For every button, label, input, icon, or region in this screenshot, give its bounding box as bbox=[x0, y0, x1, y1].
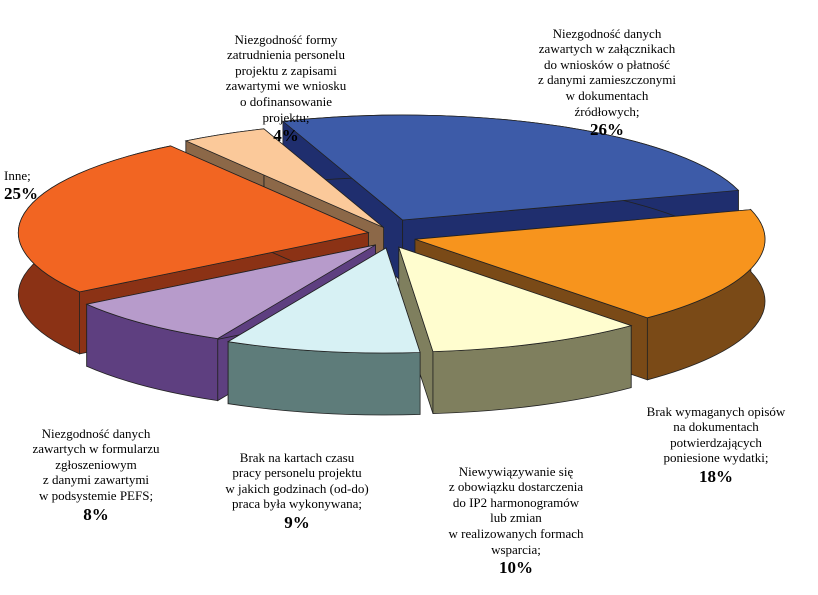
pie-slice-top bbox=[414, 209, 766, 319]
pie-slice-top bbox=[85, 244, 376, 340]
slice-label-text: Brak wymaganych opisów na dokumentach po… bbox=[646, 403, 786, 466]
slice-label: Niezgodność danych zawartych w formularz… bbox=[8, 410, 184, 541]
pie-slice-top bbox=[17, 145, 370, 293]
slice-value-label: 9% bbox=[284, 512, 310, 532]
slice-label-text: Niezgodność formy zatrudnienia personelu… bbox=[225, 31, 347, 125]
pie-slice-top bbox=[184, 128, 384, 228]
slice-value-label: 4% bbox=[273, 126, 299, 146]
slice-label: Brak wymaganych opisów na dokumentach po… bbox=[618, 388, 814, 504]
pie-chart bbox=[17, 114, 766, 416]
slice-label: Niewywiązywanie się z obowiązku dostarcz… bbox=[418, 448, 614, 595]
slice-label: Inne; 25% bbox=[4, 152, 48, 221]
pie-slice-top bbox=[398, 246, 633, 353]
slice-value-label: 25% bbox=[4, 184, 38, 204]
slice-value-label: 10% bbox=[499, 558, 533, 578]
slice-value-label: 8% bbox=[83, 504, 109, 524]
slice-label-text: Niezgodność danych zawartych w załącznik… bbox=[538, 25, 676, 119]
slice-label-text: Inne; bbox=[4, 167, 31, 183]
pie-slice-top bbox=[226, 247, 421, 354]
slice-value-label: 18% bbox=[699, 466, 733, 486]
slice-label-text: Brak na kartach czasu pracy personelu pr… bbox=[225, 449, 369, 512]
slice-label: Niezgodność danych zawartych w załącznik… bbox=[512, 10, 702, 157]
slice-label-text: Niezgodność danych zawartych w formularz… bbox=[32, 425, 160, 503]
slice-label: Brak na kartach czasu pracy personelu pr… bbox=[200, 434, 394, 550]
slice-value-label: 26% bbox=[590, 120, 624, 140]
pie-slice-top bbox=[281, 114, 740, 221]
slice-label: Niezgodność formy zatrudnienia personelu… bbox=[196, 16, 376, 163]
slice-label-text: Niewywiązywanie się z obowiązku dostarcz… bbox=[448, 463, 584, 557]
